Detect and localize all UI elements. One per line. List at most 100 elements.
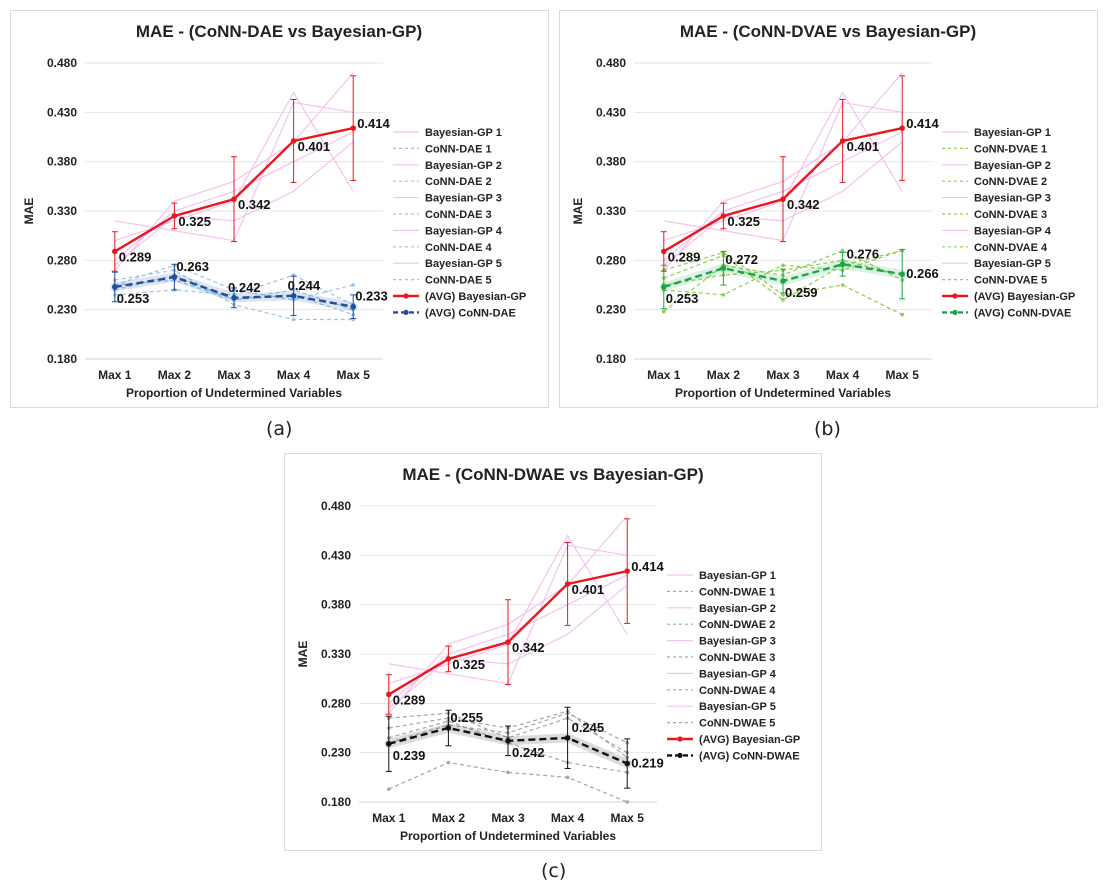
- legend-label: Bayesian-GP 4: [425, 225, 503, 237]
- data-label: 0.266: [906, 266, 939, 281]
- x-tick-label: Max 2: [158, 368, 192, 382]
- legend-label: CoNN-DAE 3: [425, 209, 492, 221]
- data-point: [565, 775, 570, 780]
- legend-label: CoNN-DWAE 3: [699, 652, 775, 664]
- y-tick-label: 0.330: [47, 204, 77, 218]
- data-point: [721, 293, 726, 297]
- y-tick-label: 0.330: [321, 647, 351, 661]
- caption-a: (a): [266, 418, 293, 440]
- data-label: 0.259: [785, 285, 818, 300]
- y-tick-label: 0.430: [596, 105, 626, 119]
- data-point: [446, 760, 451, 765]
- data-label: 0.272: [725, 252, 758, 267]
- data-point: [387, 787, 391, 791]
- avg-data-point: [445, 656, 452, 662]
- legend-label: Bayesian-GP 1: [425, 127, 502, 139]
- caption-b: (b): [814, 418, 841, 440]
- x-axis-label: Proportion of Undetermined Variables: [126, 386, 342, 400]
- legend-label: CoNN-DWAE 5: [699, 718, 775, 730]
- chart-panel-a: MAE - (CoNN-DAE vs Bayesian-GP) 0.180 0.23…: [10, 10, 549, 408]
- legend-label: (AVG) CoNN-DVAE: [974, 307, 1071, 319]
- avg-data-point: [661, 248, 667, 255]
- avg-data-point: [624, 760, 630, 767]
- data-label: 0.245: [572, 720, 605, 735]
- data-point: [291, 317, 296, 322]
- avg-data-point: [112, 284, 118, 290]
- x-tick-label: Max 4: [277, 368, 311, 382]
- caption-c: (c): [541, 860, 567, 882]
- data-label: 0.401: [298, 139, 331, 154]
- data-point: [625, 800, 629, 804]
- chart-title: MAE - (CoNN-DWAE vs Bayesian-GP): [402, 465, 703, 484]
- legend-label: CoNN-DWAE 2: [699, 619, 775, 631]
- avg-data-point: [564, 581, 571, 587]
- chart-title: MAE - (CoNN-DAE vs Bayesian-GP): [136, 22, 422, 41]
- data-point: [840, 283, 845, 287]
- data-point: [506, 770, 510, 775]
- y-tick-label: 0.280: [321, 696, 351, 710]
- data-label: 0.253: [666, 291, 699, 306]
- data-label: 0.414: [631, 559, 664, 574]
- legend-marker: [952, 309, 958, 315]
- avg-data-point: [780, 278, 786, 284]
- data-label: 0.325: [452, 657, 485, 672]
- legend-label: Bayesian-GP 3: [974, 193, 1051, 205]
- data-point: [781, 263, 785, 268]
- data-point: [662, 309, 666, 314]
- data-label: 0.242: [512, 745, 545, 760]
- avg-data-point: [231, 196, 237, 202]
- y-tick-label: 0.330: [596, 204, 626, 218]
- avg-data-point: [505, 639, 511, 645]
- avg-data-point: [720, 213, 727, 219]
- avg-data-point: [720, 265, 727, 272]
- data-label: 0.342: [512, 640, 545, 655]
- legend-label: (AVG) Bayesian-GP: [425, 291, 526, 303]
- legend-marker: [403, 293, 409, 299]
- x-tick-label: Max 2: [707, 368, 741, 382]
- avg-data-point: [350, 125, 357, 131]
- legend-label: CoNN-DAE 1: [425, 143, 492, 155]
- legend-label: Bayesian-GP 2: [699, 603, 776, 615]
- x-axis-label: Proportion of Undetermined Variables: [400, 829, 616, 843]
- data-point: [840, 248, 845, 253]
- legend-label: Bayesian-GP 2: [425, 160, 502, 172]
- avg-data-point: [445, 725, 452, 731]
- legend-label: CoNN-DWAE 1: [699, 586, 775, 598]
- y-tick-label: 0.180: [596, 352, 626, 366]
- avg-data-point: [839, 261, 846, 268]
- avg-data-point: [290, 138, 297, 144]
- x-tick-label: Max 3: [217, 368, 251, 382]
- legend-label: Bayesian-GP 5: [974, 258, 1051, 270]
- data-label: 0.289: [119, 249, 152, 264]
- data-label: 0.289: [393, 692, 426, 707]
- avg-data-point: [624, 568, 630, 574]
- legend-label: Bayesian-GP 4: [699, 668, 777, 680]
- data-label: 0.276: [847, 246, 880, 261]
- data-label: 0.289: [668, 249, 701, 264]
- legend-marker: [677, 736, 683, 742]
- chart-title: MAE - (CoNN-DVAE vs Bayesian-GP): [680, 22, 976, 41]
- legend-label: CoNN-DVAE 3: [974, 209, 1047, 221]
- legend-label: Bayesian-GP 2: [974, 160, 1051, 172]
- x-tick-label: Max 5: [611, 811, 645, 825]
- y-tick-label: 0.180: [47, 352, 77, 366]
- data-point: [900, 312, 904, 317]
- avg-data-point: [839, 138, 846, 144]
- data-label: 0.233: [355, 289, 388, 304]
- legend-label: Bayesian-GP 1: [974, 127, 1051, 139]
- y-tick-label: 0.380: [47, 155, 77, 169]
- legend-marker: [403, 309, 409, 315]
- x-tick-label: Max 2: [432, 811, 466, 825]
- y-tick-label: 0.380: [321, 598, 351, 612]
- data-label: 0.414: [906, 116, 939, 131]
- avg-data-point: [350, 303, 357, 310]
- y-tick-label: 0.430: [47, 105, 77, 119]
- avg-data-point: [386, 740, 392, 747]
- data-label: 0.239: [393, 748, 426, 763]
- y-tick-label: 0.480: [47, 56, 77, 70]
- y-tick-label: 0.380: [596, 155, 626, 169]
- avg-data-point: [171, 274, 178, 280]
- x-tick-label: Max 4: [551, 811, 585, 825]
- y-axis-label: MAE: [571, 198, 585, 225]
- legend-label: CoNN-DVAE 4: [974, 242, 1048, 254]
